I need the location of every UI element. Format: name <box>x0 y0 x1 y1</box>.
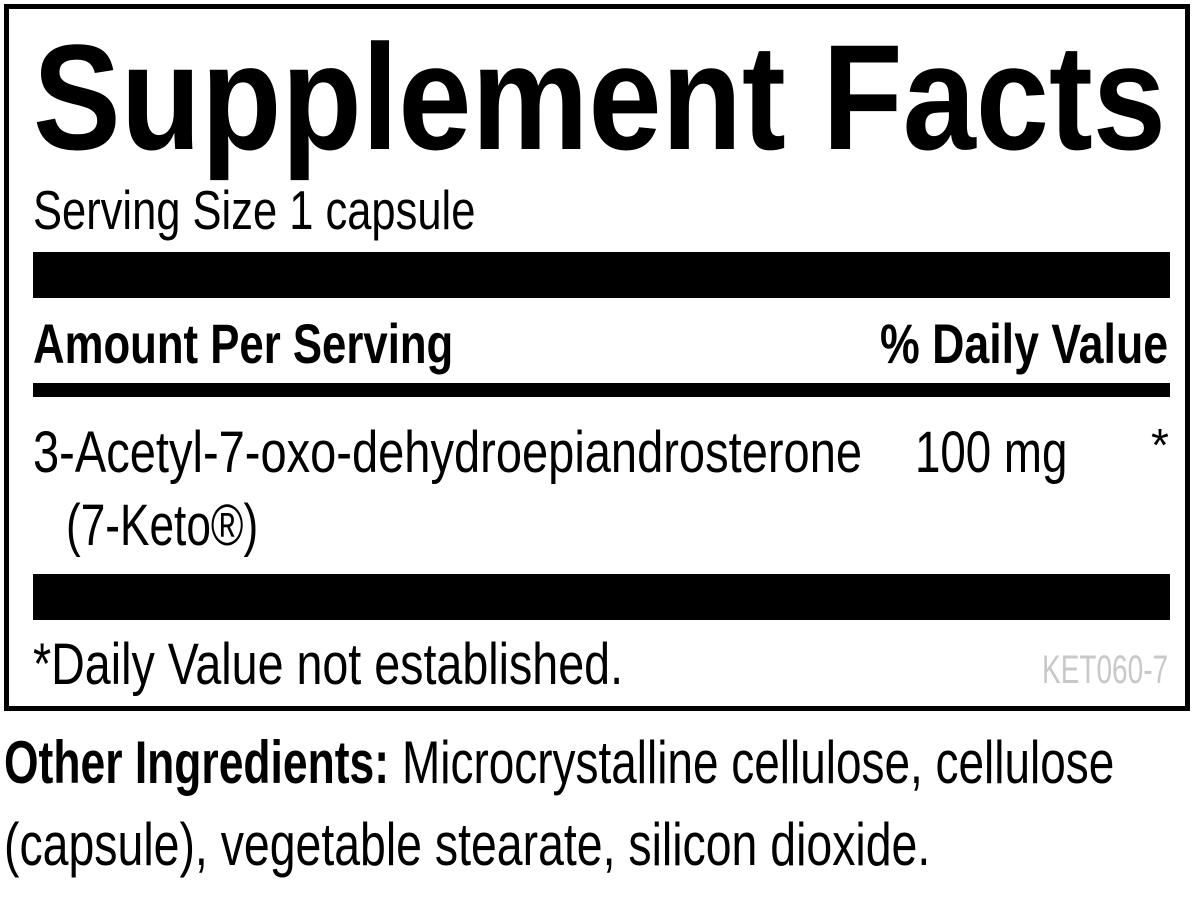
thick-divider <box>33 252 1170 298</box>
ingredient-daily-value: * <box>1151 419 1169 471</box>
ingredient-amount: 100 mg <box>915 420 1068 485</box>
thick-divider-bottom <box>33 574 1170 620</box>
label-title: Supplement Facts <box>33 13 1166 181</box>
supplement-facts-panel <box>4 4 1190 711</box>
other-ingredients-label: Other Ingredients: <box>4 729 390 796</box>
ingredient-subname: (7-Keto®) <box>66 493 259 558</box>
serving-size: Serving Size 1 capsule <box>33 179 476 241</box>
footnote: *Daily Value not established. <box>33 632 624 697</box>
ingredient-name: 3-Acetyl-7-oxo-dehydroepiandrosterone <box>33 420 863 485</box>
other-ingredients-line2: (capsule), vegetable stearate, silicon d… <box>4 811 931 878</box>
medium-divider <box>33 383 1170 397</box>
amount-per-serving-header: Amount Per Serving <box>33 312 454 375</box>
other-ingredients-line1: Microcrystalline cellulose, cellulose <box>402 729 1115 796</box>
product-code: KET060-7 <box>1041 648 1168 692</box>
daily-value-header: % Daily Value <box>879 312 1168 375</box>
